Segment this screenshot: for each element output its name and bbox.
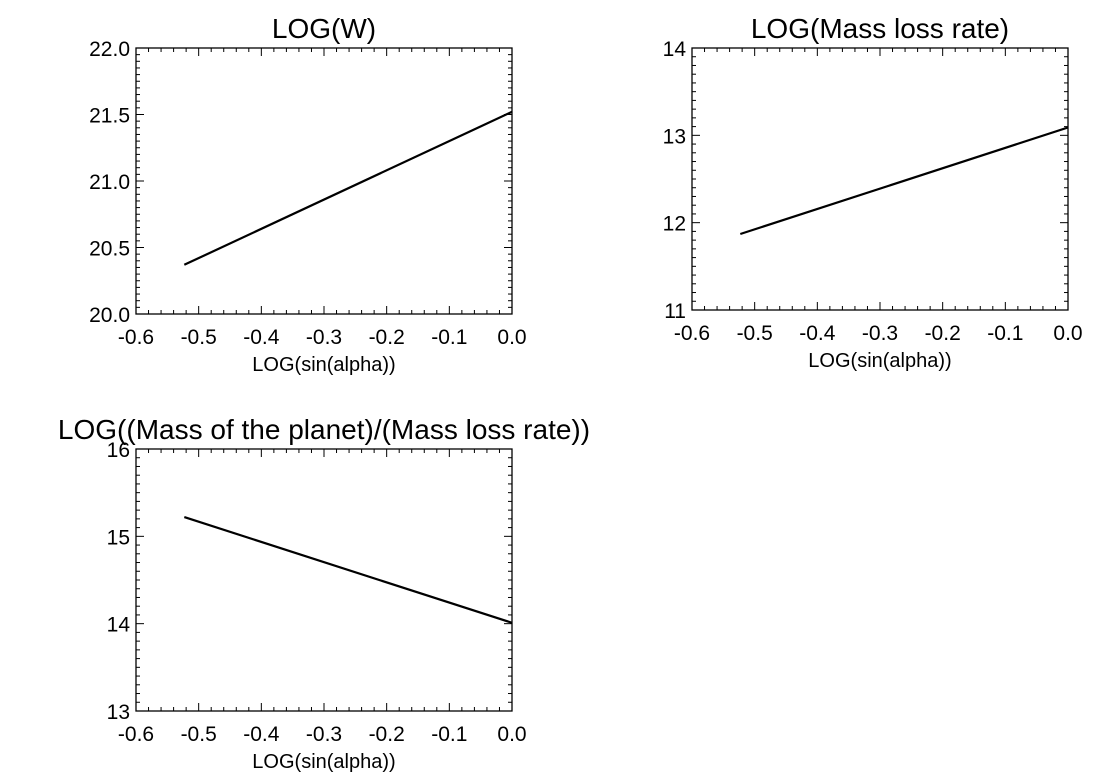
y-tick-label: 14	[663, 38, 687, 61]
x-tick-label: -0.2	[925, 322, 961, 345]
y-tick-label: 13	[107, 701, 130, 724]
x-tick-label: -0.5	[181, 723, 217, 746]
x-tick-label: -0.6	[118, 723, 154, 746]
x-tick-label: -0.2	[369, 326, 405, 349]
x-tick-label: -0.3	[306, 723, 342, 746]
chart-panel-log-mass-loss-rate: LOG(Mass loss rate) -0.6 -0.5 -0.4 -0.3 -0.2 -…	[663, 13, 1083, 372]
series-line	[183, 516, 513, 624]
plot-frame	[135, 448, 513, 712]
y-tick-label: 12	[663, 213, 686, 236]
y-tick-label: 20.0	[89, 304, 130, 327]
x-tick-label: -0.1	[987, 322, 1023, 345]
y-tick-label: 21.5	[89, 105, 130, 128]
chart-title: LOG(W)	[272, 13, 376, 44]
series-line	[183, 110, 513, 266]
x-tick-label: -0.1	[431, 326, 467, 349]
x-tick-label: -0.3	[862, 322, 898, 345]
chart-panel-log-w: LOG(W) -0.6 -0.5 -0.4 -0.3 -0.2 -0.1 0.0 20.0 20.…	[89, 13, 526, 376]
x-tick-label: -0.2	[369, 723, 405, 746]
x-axis-label: LOG(sin(alpha))	[252, 354, 395, 376]
chart-title: LOG(Mass loss rate)	[751, 13, 1009, 44]
chart-title: LOG((Mass of the planet)/(Mass loss rate…	[58, 414, 590, 445]
x-tick-label: -0.5	[181, 326, 217, 349]
x-tick-label: 0.0	[497, 723, 526, 746]
series-line	[739, 126, 1069, 236]
x-axis-label: LOG(sin(alpha))	[252, 751, 395, 773]
y-tick-label: 20.5	[89, 238, 130, 261]
y-tick-label: 21.0	[89, 171, 130, 194]
x-axis-label: LOG(sin(alpha))	[808, 350, 951, 372]
plot-frame	[691, 47, 1069, 311]
y-tick-label: 22.0	[89, 38, 130, 61]
x-tick-label: -0.6	[674, 322, 710, 345]
y-tick-label: 14	[107, 614, 131, 637]
x-tick-label: -0.4	[799, 322, 836, 345]
plot-frame	[135, 47, 513, 315]
x-tick-label: -0.4	[243, 723, 280, 746]
y-tick-label: 13	[663, 125, 686, 148]
x-tick-label: 0.0	[497, 326, 526, 349]
y-tick-label: 11	[664, 300, 686, 323]
x-tick-label: -0.3	[306, 326, 342, 349]
x-tick-label: -0.4	[243, 326, 280, 349]
chart-panel-log-mass-ratio: LOG((Mass of the planet)/(Mass loss rate…	[58, 414, 590, 773]
x-tick-label: -0.6	[118, 326, 154, 349]
x-tick-label: -0.1	[431, 723, 467, 746]
y-tick-label: 16	[107, 439, 130, 462]
x-tick-label: -0.5	[737, 322, 773, 345]
y-tick-label: 15	[107, 526, 130, 549]
x-tick-label: 0.0	[1053, 322, 1082, 345]
